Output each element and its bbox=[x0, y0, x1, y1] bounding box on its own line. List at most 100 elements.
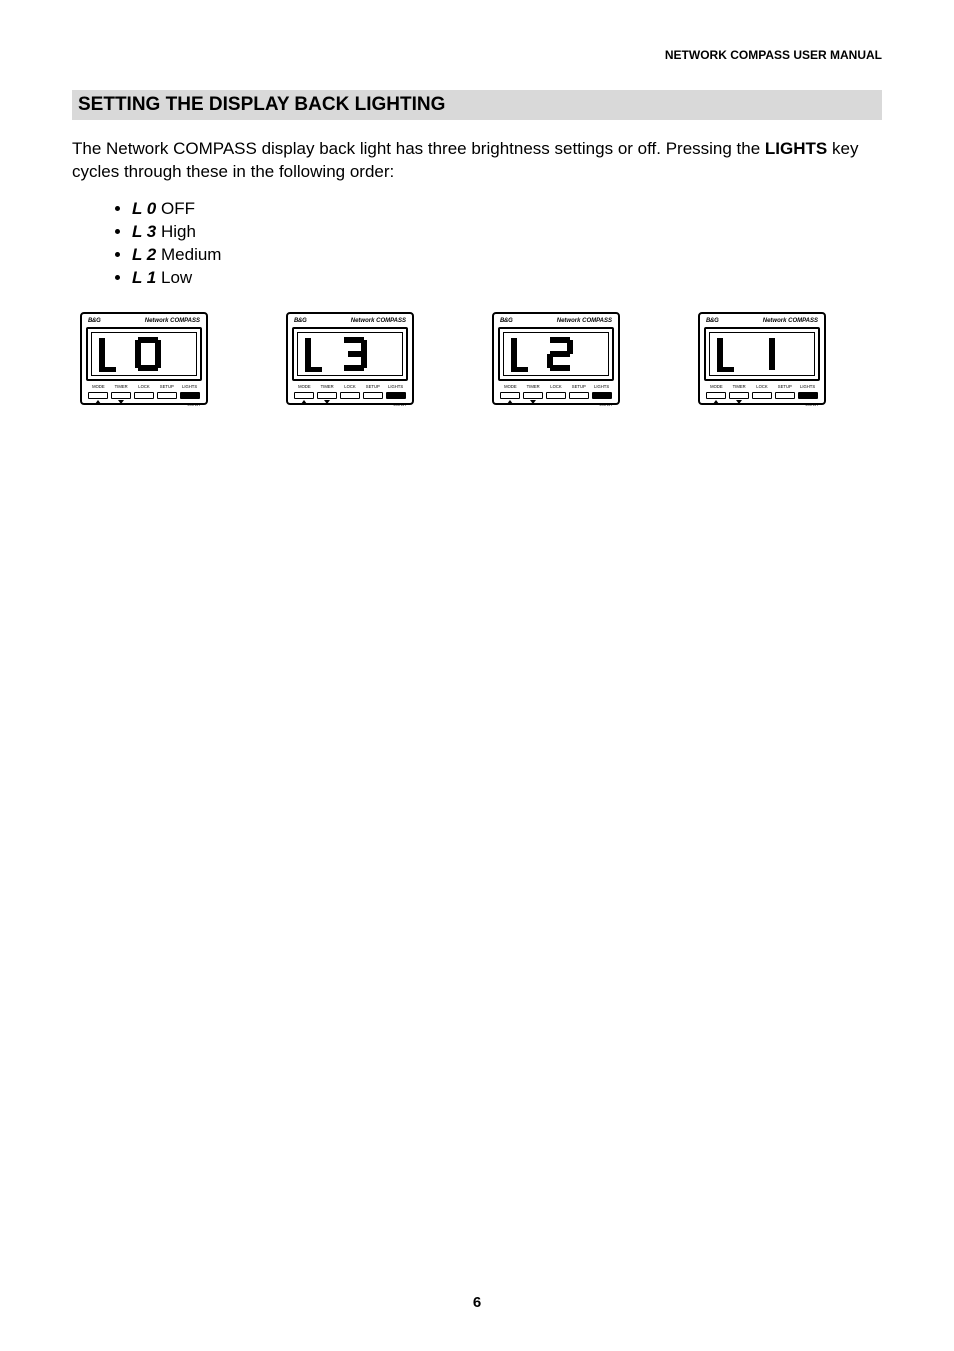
device-model: Network COMPASS bbox=[763, 318, 818, 324]
device-button-labels: MODE TIMER LOCK SETUP LIGHTS bbox=[704, 384, 820, 389]
device-button bbox=[500, 392, 520, 399]
btn-label: TIMER bbox=[317, 384, 338, 389]
list-item: L 3 High bbox=[132, 221, 882, 244]
device-button bbox=[157, 392, 177, 399]
seg-glyph-digit bbox=[134, 336, 162, 372]
device-button bbox=[180, 392, 200, 399]
enter-label: ENTER bbox=[393, 402, 406, 407]
device-buttons: ENTER bbox=[86, 392, 202, 401]
btn-label: LOCK bbox=[546, 384, 567, 389]
list-item: L 1 Low bbox=[132, 267, 882, 290]
device-buttons: ENTER bbox=[292, 392, 408, 401]
device-screen bbox=[704, 327, 820, 381]
arrow-up-icon bbox=[507, 400, 513, 404]
btn-label: LIGHTS bbox=[797, 384, 818, 389]
btn-label: LIGHTS bbox=[591, 384, 612, 389]
device-button bbox=[752, 392, 772, 399]
device-screen bbox=[498, 327, 614, 381]
seg-glyph-digit bbox=[752, 336, 780, 372]
btn-label: TIMER bbox=[729, 384, 750, 389]
enter-label: ENTER bbox=[599, 402, 612, 407]
device-button bbox=[706, 392, 726, 399]
btn-label: SETUP bbox=[362, 384, 383, 389]
device-button-labels: MODE TIMER LOCK SETUP LIGHTS bbox=[498, 384, 614, 389]
device-button bbox=[363, 392, 383, 399]
device-buttons: ENTER bbox=[498, 392, 614, 401]
setting-code: L 0 bbox=[132, 199, 156, 218]
arrow-down-icon bbox=[324, 400, 330, 404]
intro-text-a: The Network COMPASS display back light h… bbox=[72, 139, 765, 158]
seg-glyph-L bbox=[510, 336, 530, 372]
device-screen bbox=[86, 327, 202, 381]
setting-code: L 3 bbox=[132, 222, 156, 241]
seg-glyph-L bbox=[98, 336, 118, 372]
device-model: Network COMPASS bbox=[145, 318, 200, 324]
device-button bbox=[775, 392, 795, 399]
device-button-labels: MODE TIMER LOCK SETUP LIGHTS bbox=[292, 384, 408, 389]
device-model: Network COMPASS bbox=[351, 318, 406, 324]
settings-list: L 0 OFF L 3 High L 2 Medium L 1 Low bbox=[72, 198, 882, 290]
device-model: Network COMPASS bbox=[557, 318, 612, 324]
btn-label: MODE bbox=[88, 384, 109, 389]
btn-label: SETUP bbox=[568, 384, 589, 389]
btn-label: LIGHTS bbox=[179, 384, 200, 389]
page-header: NETWORK COMPASS USER MANUAL bbox=[72, 48, 882, 62]
device-illustration: B&G Network COMPASS MODE TIMER LOCK SETU… bbox=[698, 312, 826, 405]
arrow-up-icon bbox=[713, 400, 719, 404]
arrow-up-icon bbox=[95, 400, 101, 404]
arrow-down-icon bbox=[118, 400, 124, 404]
device-button bbox=[88, 392, 108, 399]
section-heading: SETTING THE DISPLAY BACK LIGHTING bbox=[72, 90, 882, 120]
device-illustrations-row: B&G Network COMPASS MODE TIMER LOCK SETU… bbox=[72, 312, 882, 405]
setting-desc: High bbox=[161, 222, 196, 241]
btn-label: LOCK bbox=[134, 384, 155, 389]
btn-label: SETUP bbox=[156, 384, 177, 389]
device-button bbox=[798, 392, 818, 399]
device-button bbox=[546, 392, 566, 399]
page-number: 6 bbox=[0, 1294, 954, 1311]
device-button bbox=[134, 392, 154, 399]
device-button bbox=[523, 392, 543, 399]
btn-label: LIGHTS bbox=[385, 384, 406, 389]
intro-paragraph: The Network COMPASS display back light h… bbox=[72, 138, 882, 184]
seg-glyph-L bbox=[304, 336, 324, 372]
btn-label: MODE bbox=[706, 384, 727, 389]
list-item: L 2 Medium bbox=[132, 244, 882, 267]
device-button-labels: MODE TIMER LOCK SETUP LIGHTS bbox=[86, 384, 202, 389]
enter-label: ENTER bbox=[187, 402, 200, 407]
device-brand: B&G bbox=[88, 318, 100, 324]
device-illustration: B&G Network COMPASS MODE TIMER LOCK SETU… bbox=[286, 312, 414, 405]
btn-label: LOCK bbox=[340, 384, 361, 389]
btn-label: SETUP bbox=[774, 384, 795, 389]
setting-code: L 1 bbox=[132, 268, 156, 287]
device-brand: B&G bbox=[500, 318, 512, 324]
list-item: L 0 OFF bbox=[132, 198, 882, 221]
btn-label: LOCK bbox=[752, 384, 773, 389]
seg-glyph-digit bbox=[340, 336, 368, 372]
seg-glyph-digit bbox=[546, 336, 574, 372]
arrow-up-icon bbox=[301, 400, 307, 404]
device-illustration: B&G Network COMPASS MODE TIMER LOCK SETU… bbox=[80, 312, 208, 405]
device-button bbox=[386, 392, 406, 399]
arrow-down-icon bbox=[736, 400, 742, 404]
device-button bbox=[340, 392, 360, 399]
setting-code: L 2 bbox=[132, 245, 156, 264]
setting-desc: Medium bbox=[161, 245, 221, 264]
device-button bbox=[729, 392, 749, 399]
device-brand: B&G bbox=[294, 318, 306, 324]
device-button bbox=[569, 392, 589, 399]
seg-glyph-L bbox=[716, 336, 736, 372]
btn-label: TIMER bbox=[111, 384, 132, 389]
setting-desc: Low bbox=[161, 268, 192, 287]
btn-label: MODE bbox=[294, 384, 315, 389]
device-buttons: ENTER bbox=[704, 392, 820, 401]
intro-lights-key: LIGHTS bbox=[765, 139, 827, 158]
setting-desc: OFF bbox=[161, 199, 195, 218]
device-button bbox=[294, 392, 314, 399]
device-screen bbox=[292, 327, 408, 381]
device-illustration: B&G Network COMPASS MODE TIMER LOCK SETU… bbox=[492, 312, 620, 405]
btn-label: TIMER bbox=[523, 384, 544, 389]
device-button bbox=[111, 392, 131, 399]
device-button bbox=[317, 392, 337, 399]
device-button bbox=[592, 392, 612, 399]
